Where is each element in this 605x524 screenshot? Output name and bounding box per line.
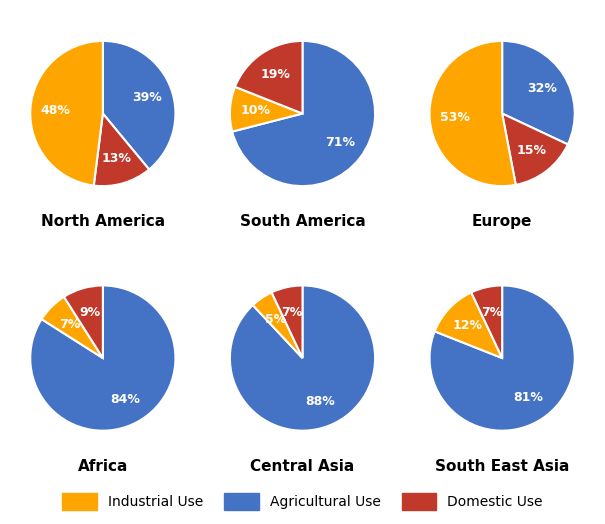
- Wedge shape: [430, 41, 515, 186]
- Text: 9%: 9%: [79, 306, 100, 319]
- Text: 48%: 48%: [41, 104, 71, 117]
- Text: 39%: 39%: [132, 91, 162, 104]
- Text: 19%: 19%: [261, 68, 291, 81]
- Wedge shape: [235, 41, 302, 114]
- Text: 7%: 7%: [281, 305, 303, 319]
- Wedge shape: [230, 87, 302, 132]
- Wedge shape: [103, 41, 175, 169]
- Text: 7%: 7%: [481, 305, 503, 319]
- Title: South East Asia: South East Asia: [435, 458, 569, 474]
- Text: 71%: 71%: [325, 136, 355, 149]
- Text: 7%: 7%: [59, 318, 80, 331]
- Title: Central Asia: Central Asia: [250, 458, 355, 474]
- Wedge shape: [30, 41, 103, 185]
- Wedge shape: [42, 297, 103, 358]
- Text: 53%: 53%: [440, 112, 470, 125]
- Wedge shape: [232, 41, 375, 186]
- Text: 15%: 15%: [516, 144, 546, 157]
- Text: 32%: 32%: [527, 82, 557, 95]
- Wedge shape: [94, 114, 149, 186]
- Text: 12%: 12%: [453, 319, 483, 332]
- Title: South America: South America: [240, 214, 365, 229]
- Text: 84%: 84%: [111, 393, 140, 406]
- Wedge shape: [434, 292, 502, 358]
- Text: 5%: 5%: [266, 312, 287, 325]
- Text: 81%: 81%: [514, 390, 544, 403]
- Title: Europe: Europe: [472, 214, 532, 229]
- Wedge shape: [471, 286, 502, 358]
- Text: 13%: 13%: [101, 152, 131, 166]
- Text: 10%: 10%: [240, 104, 270, 117]
- Legend: Industrial Use, Agricultural Use, Domestic Use: Industrial Use, Agricultural Use, Domest…: [55, 486, 550, 517]
- Title: North America: North America: [41, 214, 165, 229]
- Wedge shape: [502, 41, 575, 145]
- Wedge shape: [64, 286, 103, 358]
- Text: 88%: 88%: [305, 396, 335, 408]
- Wedge shape: [30, 286, 175, 431]
- Wedge shape: [430, 286, 575, 431]
- Wedge shape: [502, 114, 568, 185]
- Title: Africa: Africa: [77, 458, 128, 474]
- Wedge shape: [253, 292, 302, 358]
- Wedge shape: [272, 286, 302, 358]
- Wedge shape: [230, 286, 375, 431]
